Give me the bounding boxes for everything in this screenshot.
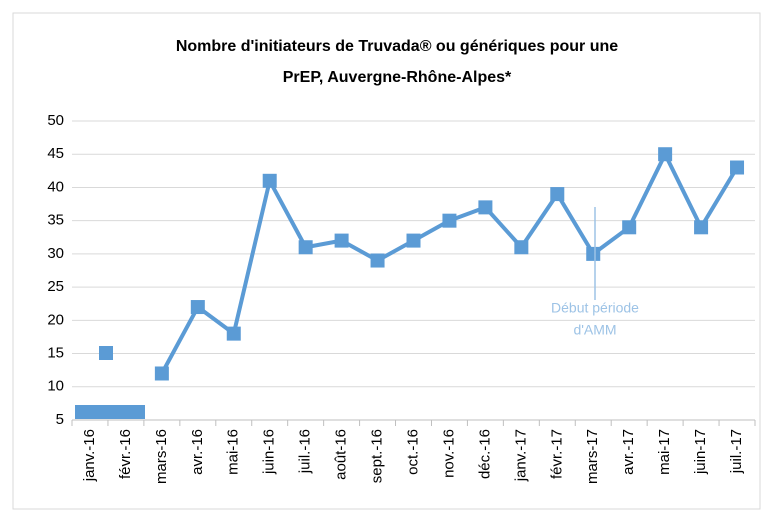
y-tick-label: 15 (47, 345, 64, 362)
annotation: Début période (551, 300, 639, 316)
chart-border (12, 12, 761, 510)
point-marker (334, 233, 349, 248)
x-tick-label: juin-17 (692, 429, 709, 475)
y-tick-label: 45 (47, 145, 64, 162)
x-tick-label: mai-17 (656, 429, 673, 475)
x-tick-label: avr.-16 (189, 429, 206, 475)
point-marker (694, 220, 709, 235)
x-tick-label: août-16 (333, 429, 350, 480)
x-tick-label: mars-17 (584, 429, 601, 484)
chart-title: Nombre d'initiateurs de Truvada® ou géné… (176, 38, 618, 55)
x-tick-label: oct.-16 (404, 429, 421, 475)
x-tick-label: sept.-16 (369, 429, 386, 483)
point-marker (370, 253, 385, 268)
point-marker (730, 160, 745, 175)
y-tick-label: 30 (47, 245, 64, 262)
y-tick-label: 5 (56, 411, 64, 428)
point-marker (154, 366, 169, 381)
y-tick-label: 35 (47, 212, 64, 229)
y-tick-label: 40 (47, 178, 64, 195)
x-tick-label: déc.-16 (476, 429, 493, 479)
x-tick-label: févr.-17 (548, 429, 565, 479)
x-tick-label: juil.-17 (728, 429, 745, 474)
point-marker (586, 246, 601, 261)
y-tick-label: 20 (47, 311, 64, 328)
point-marker (550, 187, 565, 202)
point-marker (622, 220, 637, 235)
y-tick-label: 50 (47, 112, 64, 129)
point-marker (262, 173, 277, 188)
annotation: d'AMM (573, 322, 616, 338)
legend-marker (99, 346, 113, 360)
point-marker (406, 233, 421, 248)
y-tick-label: 10 (47, 378, 64, 395)
y-tick-label: 25 (47, 278, 64, 295)
x-tick-label: mars-16 (153, 429, 170, 484)
x-tick-label: juin-16 (261, 429, 278, 475)
point-marker (514, 240, 529, 255)
x-tick-label: févr.-16 (117, 429, 134, 479)
x-tick-label: janv.-17 (512, 429, 529, 482)
plot: 5 10 15 20 25 30 35 40 45 50 janv.-16 févr.-16 mars-… (47, 112, 756, 484)
point-marker (190, 300, 205, 315)
x-tick-label: juil.-16 (297, 429, 314, 474)
x-tick-label: mai-16 (225, 429, 242, 475)
chart-title: PrEP, Auvergne-Rhône-Alpes* (283, 69, 512, 86)
point-marker (298, 240, 313, 255)
point-marker (442, 213, 457, 228)
legend-swatch (75, 405, 145, 419)
x-tick-label: nov.-16 (440, 429, 457, 478)
x-tick-label: janv.-16 (81, 429, 98, 482)
point-marker (658, 147, 673, 162)
point-marker (226, 326, 241, 341)
x-tick-label: avr.-17 (620, 429, 637, 475)
point-marker (478, 200, 493, 215)
